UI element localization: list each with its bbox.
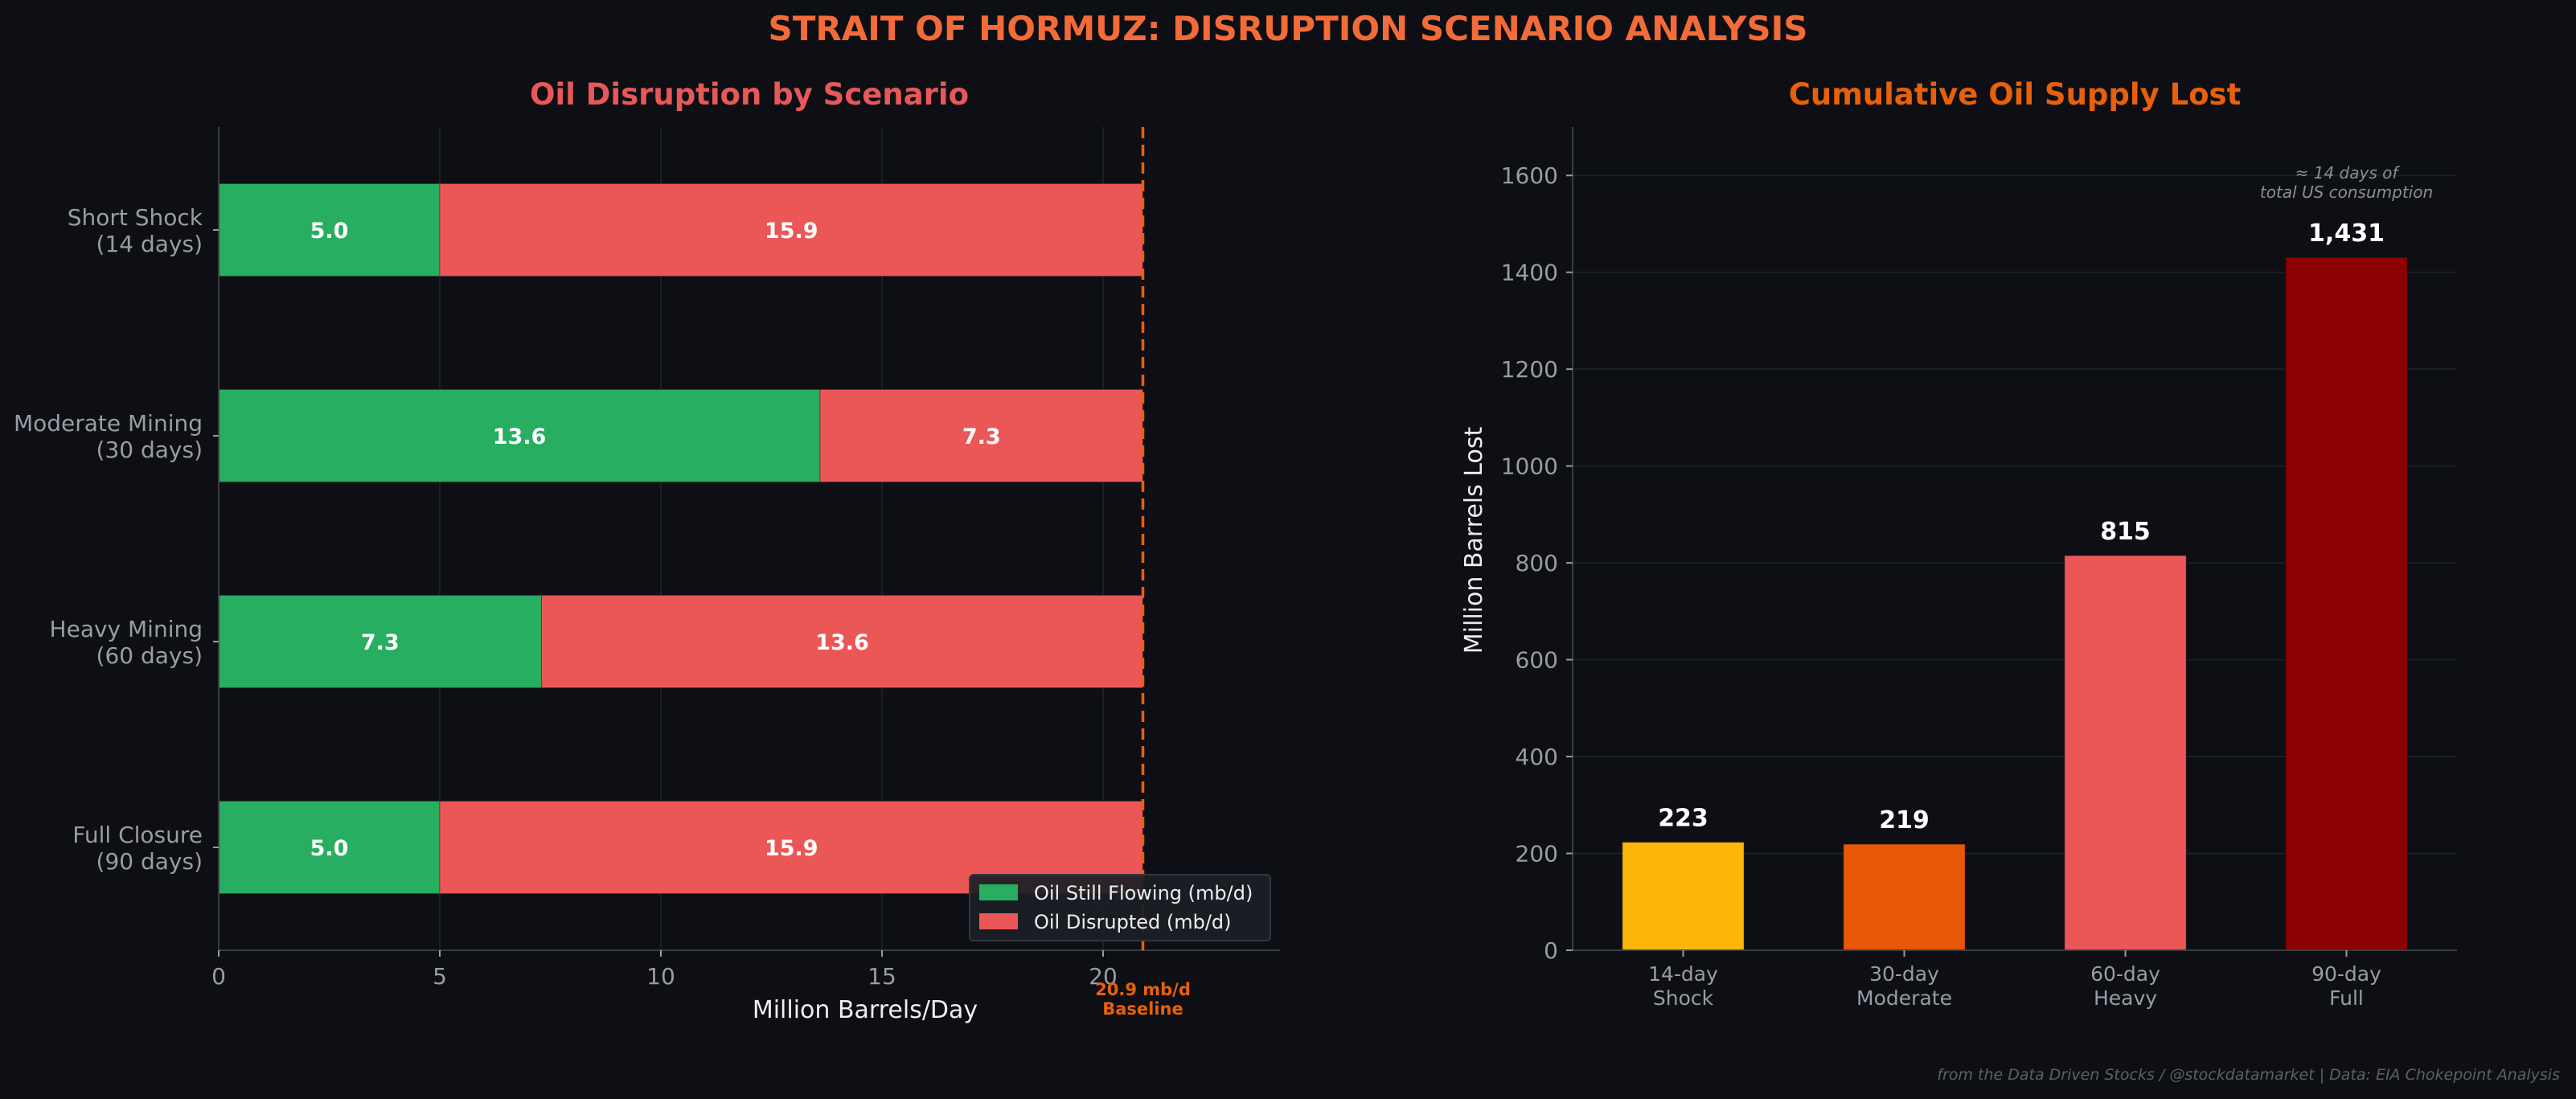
y-tick-label-heavy-mining: Heavy Mining (60 days) xyxy=(50,616,203,669)
legend-label-flowing: Oil Still Flowing (mb/d) xyxy=(1034,882,1253,904)
bar-value-flowing-heavy-mining: 7.3 xyxy=(361,630,400,655)
x-tick-label-14-day-shock: 14-day Shock xyxy=(1648,962,1718,1010)
right-ticks: 14-day Shock 30-day Moderate 60-day Heavy 90-d… xyxy=(1501,162,2381,1010)
y-tick-label-1200: 1200 xyxy=(1501,356,1558,383)
right-axes xyxy=(1572,127,2457,951)
bar-disrupted-heavy-mining xyxy=(541,594,1143,689)
y-tick-label-1400: 1400 xyxy=(1501,260,1558,286)
y-tick-label-full-closure: Full Closure (90 days) xyxy=(72,822,203,875)
left-ticks: Short Shock (14 days) Moderate Mining (30 d… xyxy=(14,204,1118,990)
annotation-text: ≈ 14 days of total US consumption xyxy=(2260,163,2433,202)
right-chart-title: Cumulative Oil Supply Lost xyxy=(1789,77,2242,112)
left-x-axis-label: Million Barrels/Day xyxy=(753,996,978,1024)
cumulative-supply-lost-chart: Cumulative Oil Supply Lost Million Barre… xyxy=(1460,77,2457,1010)
x-tick-label-0: 0 xyxy=(211,963,226,990)
right-bars: 223 219 815 1,431 xyxy=(1622,219,2408,951)
bar-disrupted-short-shock xyxy=(439,182,1143,277)
y-tick-label-short-shock: Short Shock (14 days) xyxy=(68,204,203,257)
bar-flowing-heavy-mining xyxy=(218,594,542,689)
legend-box xyxy=(969,874,1271,941)
x-tick-label-10: 10 xyxy=(646,963,675,990)
bar-value-disrupted-full-closure: 15.9 xyxy=(765,836,818,861)
x-tick-label-5: 5 xyxy=(433,963,447,990)
legend-swatch-disrupted xyxy=(979,913,1018,929)
legend-label-disrupted: Oil Disrupted (mb/d) xyxy=(1034,911,1232,933)
consumption-annotation: ≈ 14 days of total US consumption xyxy=(2260,163,2433,202)
right-y-axis-label: Million Barrels Lost xyxy=(1460,427,1488,654)
baseline-label: 20.9 mb/d Baseline xyxy=(1095,980,1191,1019)
x-tick-label-15: 15 xyxy=(868,963,896,990)
bar-60-day-heavy xyxy=(2064,555,2187,951)
bar-flowing-short-shock xyxy=(218,182,441,277)
x-tick-label-20: 20 xyxy=(1089,963,1118,990)
baseline-reference: 20.9 mb/d Baseline xyxy=(1095,127,1191,1019)
bar-value-disrupted-heavy-mining: 13.6 xyxy=(815,630,869,655)
bar-flowing-full-closure xyxy=(218,800,441,895)
bar-90-day-full xyxy=(2285,256,2408,951)
x-tick-label-60-day-heavy: 60-day Heavy xyxy=(2090,962,2160,1010)
legend-swatch-flowing xyxy=(979,884,1018,900)
bar-value-60-day-heavy: 815 xyxy=(2100,518,2151,546)
bar-value-90-day-full: 1,431 xyxy=(2308,219,2385,248)
oil-disruption-chart: Oil Disruption by Scenario Million Barre… xyxy=(14,77,1280,1024)
left-legend: Oil Still Flowing (mb/d) Oil Disrupted (… xyxy=(969,874,1271,941)
bar-value-flowing-short-shock: 5.0 xyxy=(310,219,349,244)
bar-value-flowing-full-closure: 5.0 xyxy=(310,836,349,861)
figure-title: STRAIT OF HORMUZ: DISRUPTION SCENARIO AN… xyxy=(769,9,1808,48)
y-tick-label-0: 0 xyxy=(1544,937,1558,964)
y-tick-label-moderate-mining: Moderate Mining (30 days) xyxy=(14,410,203,463)
x-tick-label-90-day-full: 90-day Full xyxy=(2311,962,2381,1010)
y-tick-label-1000: 1000 xyxy=(1501,453,1558,480)
bar-14-day-shock xyxy=(1622,842,1745,951)
bar-value-disrupted-moderate-mining: 7.3 xyxy=(962,424,1001,449)
y-tick-label-600: 600 xyxy=(1516,647,1558,674)
y-tick-label-200: 200 xyxy=(1516,841,1558,867)
x-tick-label-30-day-moderate: 30-day Moderate xyxy=(1856,962,1952,1010)
bar-disrupted-moderate-mining xyxy=(819,388,1143,483)
left-bars: 5.0 15.9 13.6 7.3 7.3 13.6 5.0 15.9 xyxy=(218,182,1143,895)
y-tick-label-400: 400 xyxy=(1516,744,1558,770)
y-tick-label-800: 800 xyxy=(1516,550,1558,576)
footer-credit: from the Data Driven Stocks / @stockdata… xyxy=(1937,1066,2560,1084)
bar-30-day-moderate xyxy=(1843,843,1966,951)
bar-value-30-day-moderate: 219 xyxy=(1879,806,1930,835)
bar-value-flowing-moderate-mining: 13.6 xyxy=(493,424,547,449)
y-tick-label-1600: 1600 xyxy=(1501,162,1558,189)
bar-value-14-day-shock: 223 xyxy=(1658,805,1708,833)
bar-value-disrupted-short-shock: 15.9 xyxy=(765,219,818,244)
left-chart-title: Oil Disruption by Scenario xyxy=(530,77,969,112)
